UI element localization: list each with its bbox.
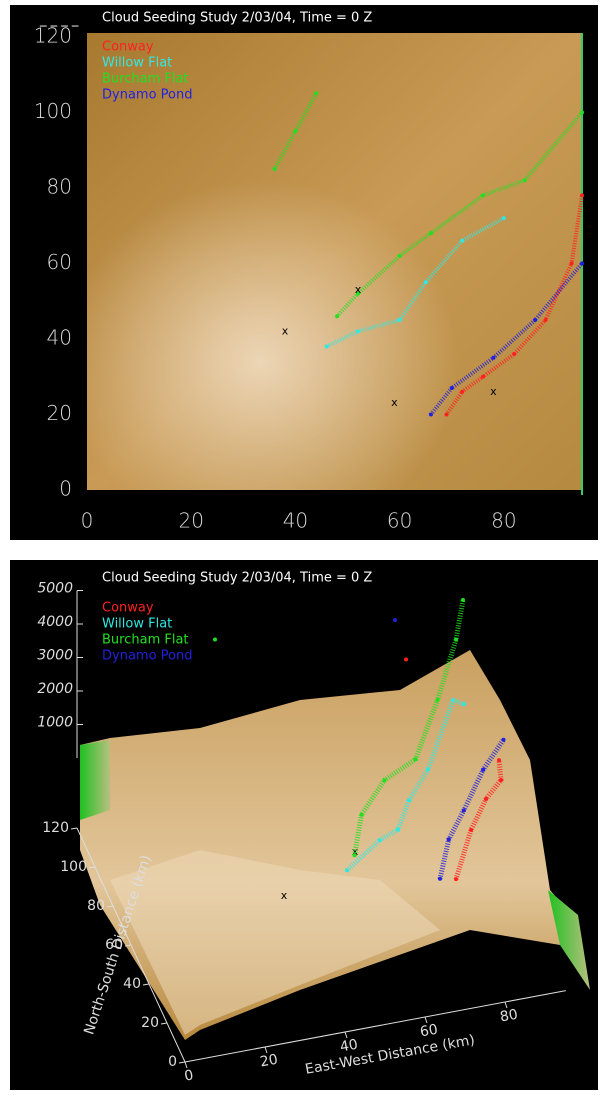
y-tick-label: 100 <box>60 859 87 875</box>
plume-point <box>512 352 516 356</box>
y-tick-label: 120 <box>42 820 69 836</box>
y-tick-label: 40 <box>47 325 72 349</box>
plume-point <box>378 838 382 842</box>
plume-point <box>570 261 574 265</box>
y-tick-label: 20 <box>141 1015 159 1031</box>
plume-point <box>454 638 458 642</box>
map-panel: _ _ _ _ Cloud Seeding Study 2/03/04, Tim… <box>34 11 584 533</box>
legend-entry: Burcham Flat <box>102 72 189 87</box>
y-tick-label: 0 <box>168 1054 177 1070</box>
plume-point <box>544 318 548 322</box>
plume-point <box>398 254 402 258</box>
x-tick-label: 40 <box>283 509 308 533</box>
plume-point <box>424 280 428 284</box>
y-tick-label: 100 <box>34 99 72 123</box>
plume-point <box>523 178 527 182</box>
plume-point <box>580 193 584 197</box>
plume-point <box>462 702 466 706</box>
site-marker: x <box>281 889 288 902</box>
site-marker: x <box>355 283 362 296</box>
x-tick-label: 80 <box>491 509 516 533</box>
plume-point <box>325 344 329 348</box>
plume-point <box>396 828 400 832</box>
site-marker: x <box>391 396 398 409</box>
plume-point <box>447 837 451 841</box>
legend-entry: Burcham Flat <box>102 633 189 648</box>
plume-point <box>360 813 364 817</box>
page: _ _ _ _ Cloud Seeding Study 2/03/04, Tim… <box>0 0 609 1095</box>
plume-point <box>461 598 465 602</box>
x-tick-label: 80 <box>499 1007 519 1026</box>
y-tick-label: 40 <box>123 976 141 992</box>
plume-point <box>460 390 464 394</box>
x-tick-label: 60 <box>419 1022 439 1041</box>
plume-point <box>491 356 495 360</box>
plume-point <box>462 808 466 812</box>
plume-point <box>426 767 430 771</box>
plume-point <box>451 698 455 702</box>
plume-point <box>407 798 411 802</box>
plume-point <box>469 828 473 832</box>
y-tick-label: 20 <box>47 401 72 425</box>
terrain-wall <box>80 740 110 820</box>
y-tick-label: 0 <box>59 477 72 501</box>
plume-point <box>497 758 501 762</box>
y-tick-label: 80 <box>47 174 72 198</box>
plume-point <box>429 412 433 416</box>
plume-point <box>450 386 454 390</box>
plume-point <box>398 318 402 322</box>
x-tick-label: 0 <box>81 509 94 533</box>
plume-point <box>314 91 318 95</box>
legend-entry: Willow Flat <box>102 56 172 71</box>
z-tick-label: 5000 <box>37 581 73 597</box>
legend-entry: Dynamo Pond <box>102 88 192 103</box>
y-tick-label: 80 <box>87 898 105 914</box>
plume-point <box>502 216 506 220</box>
plume-point <box>345 868 349 872</box>
plume-point <box>356 329 360 333</box>
legend-entry: Willow Flat <box>102 617 172 632</box>
plume-point <box>484 797 488 801</box>
plume-point <box>383 778 387 782</box>
site-marker: x <box>490 385 497 398</box>
plume-point <box>533 318 537 322</box>
chart-title: Cloud Seeding Study 2/03/04, Time = 0 Z <box>102 571 372 586</box>
plume-point <box>481 375 485 379</box>
plume-point <box>273 167 277 171</box>
plume-point <box>404 658 408 662</box>
plume-point <box>414 757 418 761</box>
plume-point <box>481 193 485 197</box>
legend-entry: Conway <box>102 40 154 55</box>
plume-point <box>436 698 440 702</box>
plume-point <box>460 239 464 243</box>
plume-point <box>213 637 217 641</box>
x-tick-label: 60 <box>387 509 412 533</box>
plume-point <box>502 738 506 742</box>
y-tick-label: 120 <box>34 23 72 47</box>
y-tick-label: 60 <box>47 250 72 274</box>
plume-point <box>580 110 584 114</box>
site-marker: x <box>282 324 289 337</box>
plume-point <box>499 778 503 782</box>
x-tick-label: 20 <box>178 509 203 533</box>
plume-point <box>481 768 485 772</box>
z-tick-label: 4000 <box>37 614 73 630</box>
chart-title: Cloud Seeding Study 2/03/04, Time = 0 Z <box>102 11 372 26</box>
plume-point <box>293 129 297 133</box>
plume-point <box>393 618 397 622</box>
z-tick-label: 1000 <box>37 715 73 731</box>
z-tick-label: 2000 <box>37 681 73 697</box>
plume-point <box>353 853 357 857</box>
x-tick-label: 20 <box>259 1052 279 1071</box>
plume-point <box>429 231 433 235</box>
plume-point <box>445 412 449 416</box>
plume-point <box>438 877 442 881</box>
z-tick-label: 3000 <box>37 648 73 664</box>
plume-point <box>335 314 339 318</box>
legend-entry: Dynamo Pond <box>102 649 192 664</box>
plume-point <box>580 261 584 265</box>
legend-entry: Conway <box>102 601 154 616</box>
plume-point <box>454 877 458 881</box>
